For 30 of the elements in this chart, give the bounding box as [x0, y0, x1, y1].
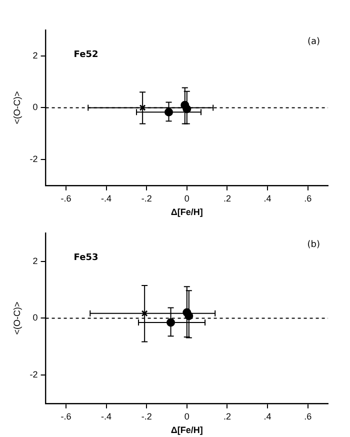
x-tick-label: 0: [184, 193, 190, 204]
annotation: Fe52: [74, 50, 98, 60]
y-tick-label: 0: [32, 102, 38, 112]
x-axis-title: Δ[Fe/H]: [170, 425, 203, 436]
y-tick-label: -2: [30, 154, 38, 164]
x-tick-label: .4: [264, 193, 272, 204]
annotation: Fe53: [74, 252, 98, 263]
x-tick-label: -.6: [60, 411, 72, 422]
y-axis-title: <(O-C)>: [12, 91, 22, 124]
x-tick-label: .4: [264, 411, 272, 422]
y-tick-label: 2: [32, 256, 38, 266]
x-tick-label: -.6: [60, 193, 72, 204]
x-tick-label: .2: [223, 193, 231, 204]
y-tick-label: -2: [30, 369, 38, 380]
x-tick-label: .6: [304, 193, 312, 204]
x-tick-label: -.4: [101, 411, 112, 422]
annotation: (a): [307, 36, 320, 47]
x-tick-label: .2: [223, 411, 231, 422]
y-tick-label: 0: [32, 312, 38, 323]
annotation: (b): [307, 240, 320, 250]
x-axis-title: Δ[Fe/H]: [170, 207, 203, 218]
y-tick-label: 2: [32, 50, 38, 60]
x-tick-label: 0: [184, 411, 190, 422]
x-tick-label: -.2: [141, 411, 152, 422]
point: [141, 310, 148, 317]
x-tick-label: .6: [304, 411, 312, 422]
x-tick-label: -.4: [101, 193, 112, 204]
y-axis-title: <(O-C)>: [12, 302, 22, 335]
point: [139, 104, 146, 111]
x-tick-label: -.2: [141, 193, 152, 204]
